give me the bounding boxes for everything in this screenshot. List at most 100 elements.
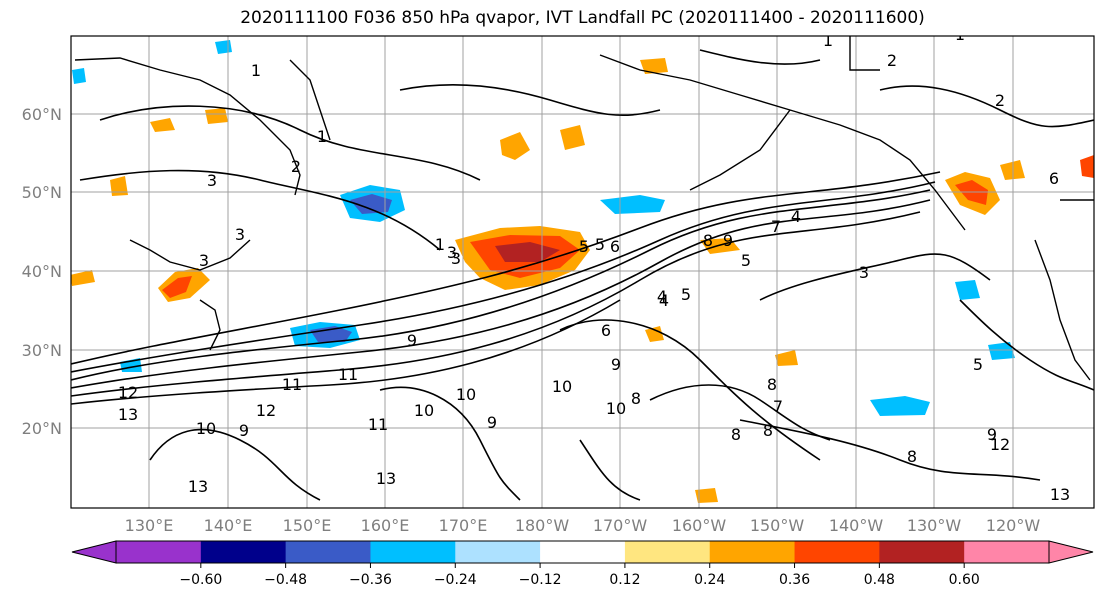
contour-label: 12: [990, 435, 1010, 454]
qvapor-negative-patch: [72, 68, 86, 84]
ivt-contour-line: [71, 211, 921, 397]
qvapor-positive-patch: [150, 118, 175, 132]
contour-label: 8: [731, 425, 741, 444]
contour-label: 3: [859, 263, 869, 282]
qvapor-negative-patch: [988, 342, 1015, 360]
ivt-contour-line: [879, 85, 1094, 128]
contour-label: 1: [251, 61, 261, 80]
colorbar-tick-label: −0.60: [179, 572, 222, 588]
ivt-contour-line: [649, 384, 831, 441]
lon-tick-label: 150°E: [283, 516, 332, 535]
colorbar-segment: [709, 541, 796, 563]
colorbar-segment: [540, 541, 626, 563]
lat-tick-label: 60°N: [22, 105, 62, 124]
contour-label: 8: [907, 447, 917, 466]
qvapor-negative-patch: [310, 326, 352, 342]
contour-label: 2: [995, 91, 1005, 110]
qvapor-positive-patch: [71, 270, 95, 286]
colorbar-extend-min: [71, 540, 117, 564]
colorbar-tick-label: −0.36: [349, 572, 392, 588]
lon-tick-label: 130°W: [907, 516, 962, 535]
qvapor-positive-patch: [205, 108, 228, 124]
ivt-contour-line: [579, 439, 641, 501]
contour-label: 8: [703, 231, 713, 250]
coastline: [689, 109, 791, 191]
qvapor-positive-patch: [110, 176, 128, 196]
colorbar: −0.60 −0.48 −0.36 −0.24 −0.12 0.12 0.24 0.36 0.4…: [71, 540, 1094, 588]
ivt-contour-line: [71, 199, 931, 389]
qvapor-positive-patch: [162, 276, 192, 298]
colorbar-segment: [200, 541, 287, 563]
contour-label: 5: [973, 355, 983, 374]
contour-label: 5: [681, 285, 691, 304]
colorbar-tick-label: −0.24: [434, 572, 477, 588]
contour-label: 3: [451, 249, 461, 268]
qvapor-negative-patch: [870, 396, 930, 416]
qvapor-shading: [71, 40, 1094, 503]
contour-label: 11: [282, 375, 302, 394]
contour-label: 9: [487, 413, 497, 432]
colorbar-segment: [116, 541, 202, 563]
lon-tick-label: 180°W: [515, 516, 570, 535]
contour-label: 8: [631, 389, 641, 408]
contour-label: 3: [207, 171, 217, 190]
coastline: [289, 59, 331, 141]
contour-label: 4: [659, 291, 669, 310]
contour-label: 7: [771, 217, 781, 236]
contour-label: 9: [723, 231, 733, 250]
contour-label: 12: [256, 401, 276, 420]
contour-label: 10: [552, 377, 572, 396]
ivt-contour-line: [759, 253, 991, 301]
qvapor-positive-patch: [645, 326, 664, 342]
colorbar-extend-max: [1048, 540, 1094, 564]
qvapor-positive-patch: [500, 132, 530, 160]
coastline: [129, 239, 251, 271]
axis-ticks: 60°N 50°N 40°N 30°N 20°N 130°E 140°E 150°E 160°E…: [22, 105, 1041, 535]
colorbar-segment: [964, 541, 1050, 563]
colorbar-tick-label: 0.12: [609, 572, 640, 588]
map-title: 2020111100 F036 850 hPa qvapor, IVT Land…: [240, 8, 925, 28]
contour-label: 1: [435, 235, 445, 254]
colorbar-tick-label: −0.12: [519, 572, 562, 588]
colorbar-segment: [624, 541, 711, 563]
colorbar-tick-label: 0.48: [864, 572, 895, 588]
contour-label: 6: [1049, 169, 1059, 188]
contour-label: 10: [456, 385, 476, 404]
qvapor-positive-patch: [495, 242, 560, 262]
ivt-contour-line: [71, 299, 621, 405]
colorbar-segment: [879, 541, 965, 563]
lon-tick-label: 130°E: [125, 516, 174, 535]
lon-tick-label: 160°W: [672, 516, 727, 535]
colorbar-outline: [115, 540, 1050, 564]
colorbar-tick-label: 0.60: [949, 572, 980, 588]
contour-label: 1: [317, 127, 327, 146]
ivt-contour-line: [739, 419, 1041, 481]
ivt-contour-line: [399, 84, 661, 116]
lat-tick-label: 30°N: [22, 341, 62, 360]
ivt-contour-line: [959, 299, 1094, 391]
qvapor-positive-patch: [695, 488, 718, 503]
qvapor-negative-patch: [215, 40, 232, 54]
colorbar-tick-label: 0.24: [694, 572, 725, 588]
coastline: [599, 54, 966, 231]
contour-label: 13: [376, 469, 396, 488]
coastline: [1034, 239, 1091, 381]
contour-label: 9: [611, 355, 621, 374]
colorbar-tick-label: −0.48: [264, 572, 307, 588]
coastline: [199, 299, 221, 351]
ivt-contour-line: [71, 171, 941, 365]
colorbar-segment: [455, 541, 541, 563]
contour-label: 3: [235, 225, 245, 244]
coastline: [849, 36, 880, 71]
lat-tick-label: 40°N: [22, 262, 62, 281]
contour-label: 8: [763, 421, 773, 440]
contour-label: 2: [887, 51, 897, 70]
colorbar-segment: [370, 541, 456, 563]
contour-label: 6: [610, 237, 620, 256]
qvapor-positive-patch: [775, 350, 798, 366]
contour-label: 9: [239, 421, 249, 440]
contour-label: 12: [118, 383, 138, 402]
contour-label: 5: [579, 237, 589, 256]
